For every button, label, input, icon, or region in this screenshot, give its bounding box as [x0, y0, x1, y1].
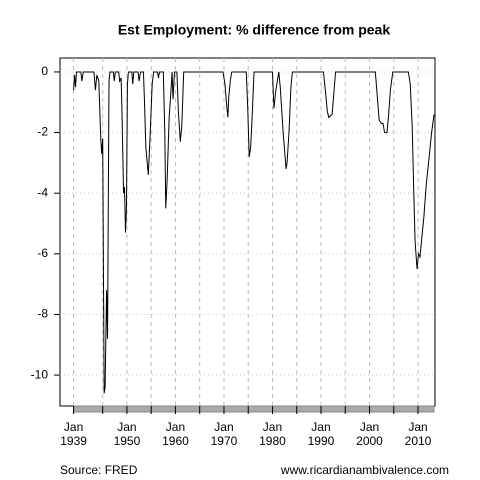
- x-axis-band: [73, 405, 435, 413]
- x-tick-label: Jan 1950: [113, 420, 141, 448]
- x-tick-label: Jan 1990: [307, 420, 335, 448]
- source: Source: FRED: [60, 463, 138, 477]
- x-tick-label: Jan 1970: [210, 420, 238, 448]
- line: [73, 71, 435, 394]
- x-tick-label: Jan 2000: [356, 420, 383, 448]
- x-tick-label: Jan 1980: [259, 420, 286, 448]
- y-tick-label: -2: [37, 125, 48, 139]
- y-tick-label: -6: [37, 246, 48, 260]
- y-tick-label: -4: [37, 185, 48, 199]
- chart-title: Est Employment: % difference from peak: [118, 22, 391, 38]
- x-tick-label: Jan 2010: [404, 420, 432, 448]
- y-tick-label: 0: [41, 64, 48, 78]
- y-tick-label: -10: [31, 367, 49, 381]
- credit: www.ricardianambivalence.com: [280, 463, 449, 477]
- x-tick-label: Jan 1960: [162, 420, 189, 448]
- x-tick-label: Jan 1939: [60, 420, 87, 448]
- y-tick-label: -8: [37, 307, 48, 321]
